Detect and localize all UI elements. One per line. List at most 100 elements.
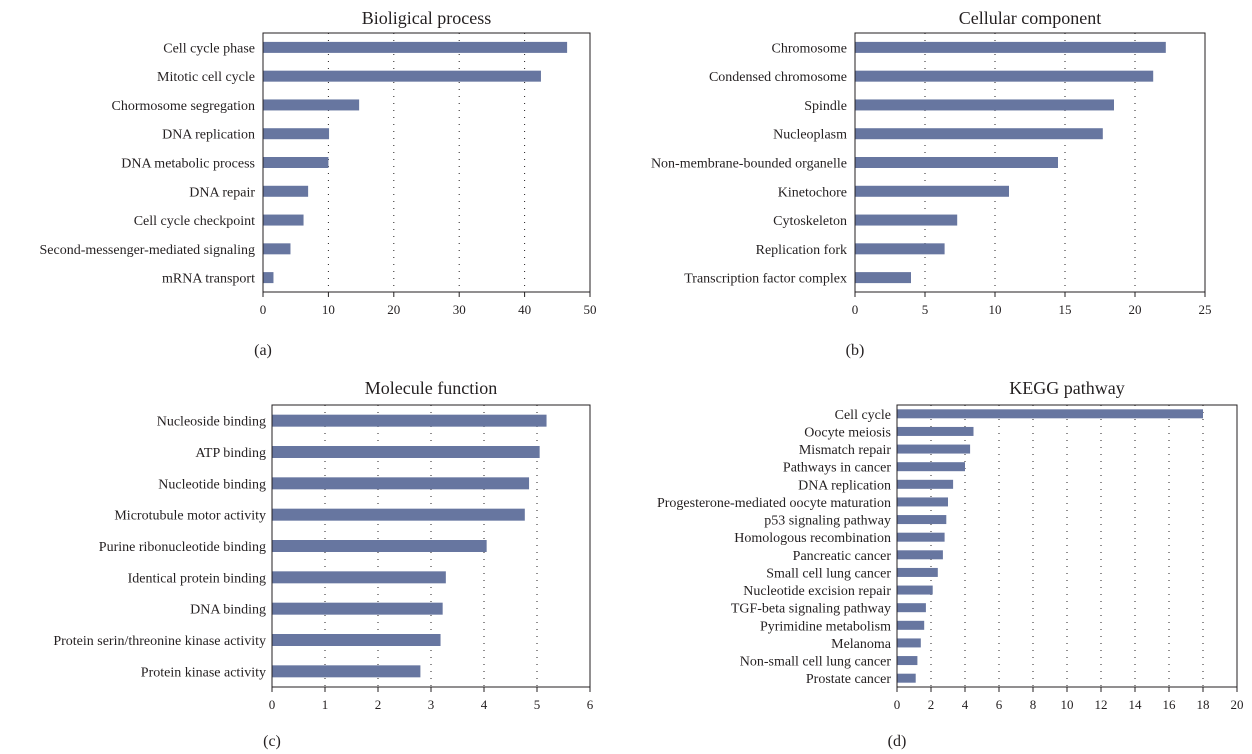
category-label: Small cell lung cancer	[766, 566, 891, 581]
x-tick-label: 5	[534, 697, 541, 712]
bar	[897, 462, 965, 472]
category-label: Prostate cancer	[806, 672, 891, 687]
category-label: Protein serin/threonine kinase activity	[53, 634, 266, 649]
bar	[272, 446, 540, 458]
plot-frame	[896, 404, 1238, 688]
category-label: Replication fork	[756, 243, 847, 258]
category-label: Kinetochore	[778, 185, 847, 200]
x-tick-label: 4	[481, 697, 488, 712]
x-tick-label: 50	[584, 302, 597, 317]
bar	[855, 214, 958, 226]
x-tick-label: 0	[852, 302, 859, 317]
category-label: DNA metabolic process	[121, 157, 255, 172]
plot-frame	[854, 32, 1206, 293]
x-tick-label: 0	[894, 697, 901, 712]
bar	[272, 540, 487, 552]
category-label: DNA repair	[189, 185, 255, 200]
x-tick-label: 10	[1061, 697, 1074, 712]
category-label: Homologous recombination	[734, 531, 891, 546]
x-tick-label: 30	[453, 302, 466, 317]
bar	[897, 656, 918, 666]
bar	[897, 673, 916, 683]
bar	[855, 128, 1103, 140]
x-tick-label: 15	[1059, 302, 1072, 317]
category-label: Purine ribonucleotide binding	[99, 540, 266, 555]
x-tick-label: 8	[1030, 697, 1037, 712]
category-label: p53 signaling pathway	[764, 514, 891, 529]
x-tick-label: 6	[996, 697, 1003, 712]
x-tick-label: 16	[1163, 697, 1177, 712]
bar	[897, 497, 948, 507]
category-label: Spindle	[804, 99, 847, 114]
category-label: Second-messenger-mediated signaling	[40, 243, 256, 258]
panel-c: Molecule function 0 1 2 3 4 5 6 Nucleoside bindi…	[53, 378, 593, 750]
category-label: Chormosome segregation	[112, 99, 255, 114]
category-label: Non-membrane-bounded organelle	[651, 157, 847, 172]
category-label: Condensed chromosome	[709, 70, 847, 85]
bar	[855, 99, 1114, 111]
bar	[897, 532, 945, 542]
bar	[855, 41, 1166, 53]
bar	[263, 272, 274, 284]
category-label: Nucleotide excision repair	[743, 584, 891, 599]
chart-title: Cellular component	[959, 8, 1101, 28]
panel-label: (b)	[846, 342, 865, 359]
plot-frame	[271, 404, 591, 688]
bar	[897, 585, 933, 595]
category-label: Cell cycle phase	[163, 41, 255, 56]
x-tick-label: 20	[1129, 302, 1142, 317]
category-label: Progesterone-mediated oocyte maturation	[657, 496, 891, 511]
category-label: Nucleoplasm	[773, 128, 847, 143]
bar	[897, 603, 926, 613]
bar	[855, 157, 1058, 168]
bar	[897, 638, 921, 648]
category-label: Mismatch repair	[799, 443, 891, 458]
bar	[263, 41, 568, 53]
bar	[855, 272, 911, 284]
category-label: Non-small cell lung cancer	[740, 655, 892, 670]
chart-title: KEGG pathway	[1009, 378, 1124, 398]
x-tick-label: 14	[1129, 697, 1143, 712]
bar	[272, 477, 530, 490]
category-label: Nucleotide binding	[158, 477, 266, 492]
x-tick-label: 20	[1231, 697, 1244, 712]
bar	[263, 99, 360, 111]
category-label: TGF-beta signaling pathway	[731, 602, 891, 617]
x-tick-label: 18	[1197, 697, 1210, 712]
category-label: Cytoskeleton	[773, 214, 847, 229]
panel-a: Bioligical process 0 10 20 30 40 50 Cell cycle …	[40, 8, 597, 359]
bar	[897, 479, 954, 489]
bar	[263, 243, 291, 255]
category-label: Microtubule motor activity	[114, 509, 266, 524]
bar	[897, 620, 925, 630]
category-label: Mitotic cell cycle	[157, 70, 255, 85]
panel-label: (d)	[888, 733, 907, 750]
panel-d: KEGG pathway 0 2 4 6 8 10 12 14 16 18 20 Cell cycle O…	[657, 378, 1244, 750]
category-label: Cell cycle checkpoint	[134, 214, 255, 229]
bar	[272, 571, 446, 584]
bar	[897, 409, 1203, 419]
category-label: Cell cycle	[835, 408, 891, 423]
category-label: DNA replication	[162, 128, 255, 143]
bar	[263, 157, 329, 168]
category-label: Pyrimidine metabolism	[760, 619, 891, 634]
bar	[272, 634, 441, 646]
bar	[272, 508, 525, 521]
category-label: Nucleoside binding	[157, 415, 266, 430]
x-tick-label: 20	[387, 302, 400, 317]
x-tick-label: 10	[322, 302, 335, 317]
chart-title: Bioligical process	[362, 8, 491, 28]
bar	[897, 550, 943, 560]
x-tick-label: 4	[962, 697, 969, 712]
category-label: DNA binding	[190, 603, 266, 618]
panel-label: (a)	[254, 342, 272, 359]
bar	[263, 70, 541, 82]
category-label: Identical protein binding	[128, 571, 266, 586]
category-label: Protein kinase activity	[141, 665, 266, 680]
x-tick-label: 0	[260, 302, 267, 317]
bar	[263, 185, 309, 197]
x-tick-label: 25	[1199, 302, 1212, 317]
category-label: DNA replication	[798, 478, 891, 493]
bar	[897, 515, 947, 525]
